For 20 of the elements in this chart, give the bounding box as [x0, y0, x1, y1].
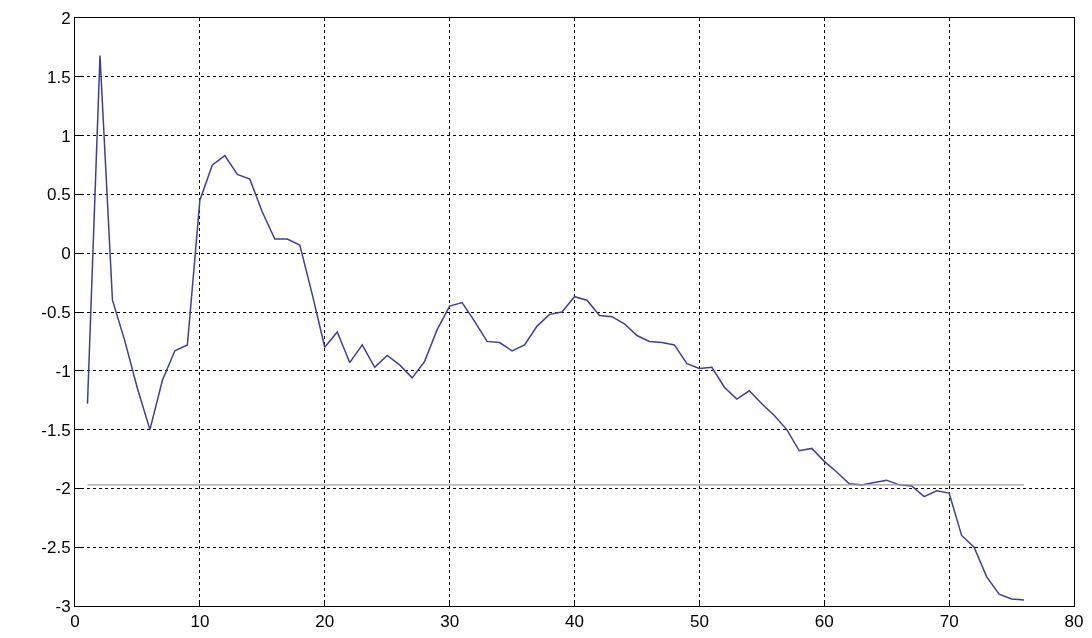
x-tick-label: 50	[689, 612, 709, 632]
y-tick-label: 0	[61, 244, 71, 264]
y-tick-label: -2	[55, 479, 71, 499]
x-tick-label: 40	[565, 612, 584, 632]
y-tick-label: -3	[55, 596, 71, 616]
x-tick-label: 70	[939, 612, 959, 632]
y-tick-label: -2.5	[41, 538, 71, 558]
y-tick-label: -1	[55, 361, 71, 381]
y-tick-label: 1	[61, 126, 71, 146]
y-tick-label: 0.5	[46, 185, 71, 205]
y-tick-label: 2	[61, 8, 71, 28]
y-tick-label: 1.5	[46, 67, 71, 87]
x-tick-label: 80	[1064, 612, 1084, 632]
x-tick-label: 20	[315, 612, 335, 632]
x-tick-label: 10	[190, 612, 210, 632]
line-series	[86, 54, 1025, 601]
y-tick-label: -0.5	[41, 302, 71, 322]
x-tick-label: 30	[440, 612, 460, 632]
x-tick-label: 60	[814, 612, 834, 632]
y-tick-label: -1.5	[41, 420, 71, 440]
